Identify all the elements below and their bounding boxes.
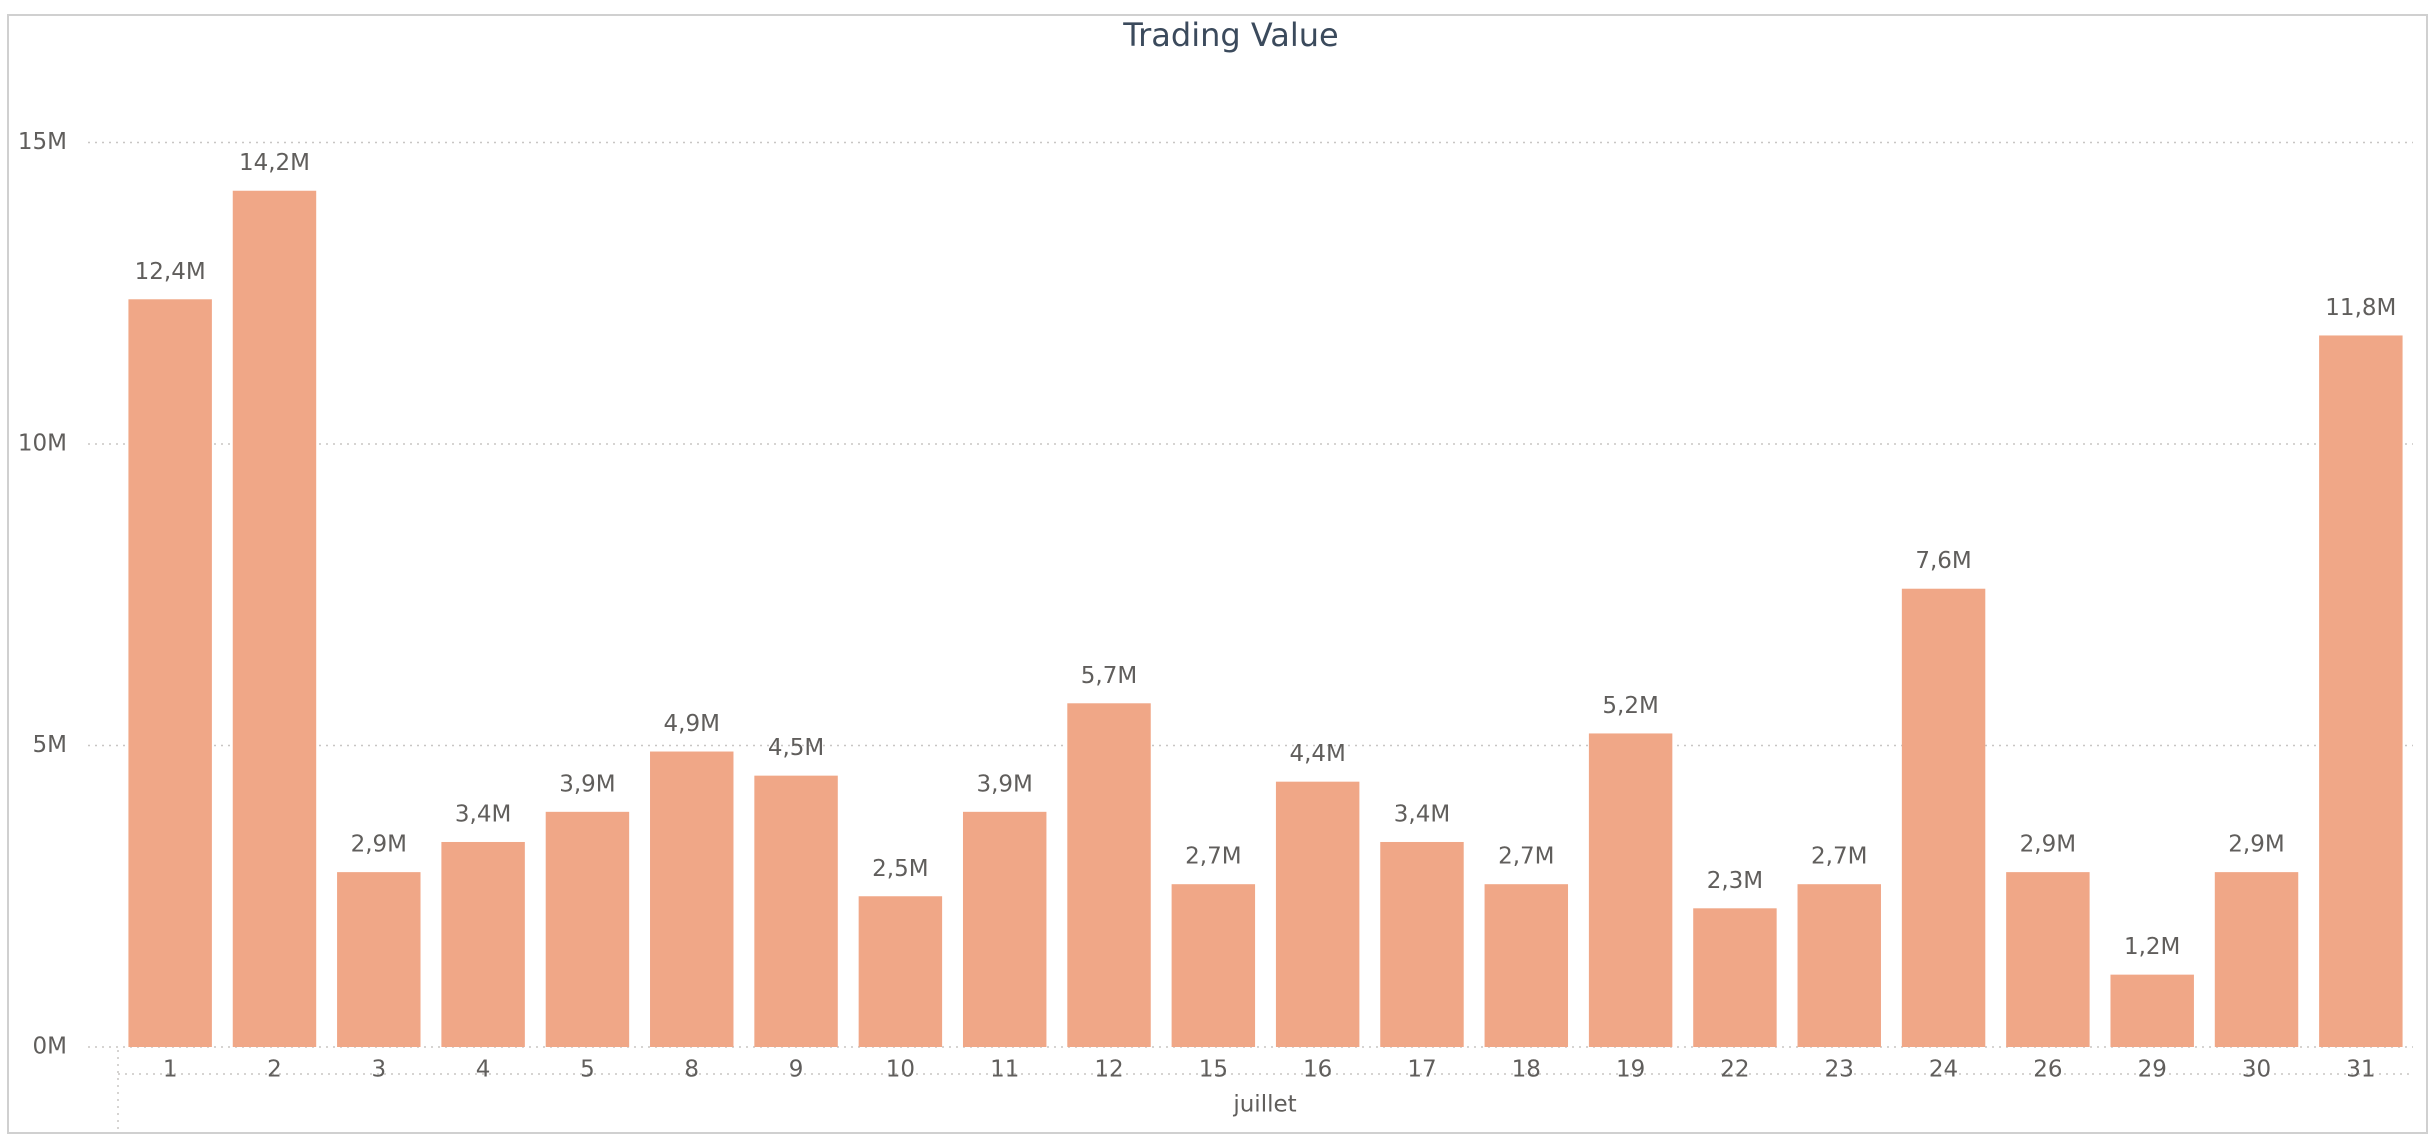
y-tick-label: 10M [18,431,67,457]
x-tick-label: 19 [1616,1057,1645,1083]
data-label: 5,2M [1602,693,1658,719]
x-tick-label: 22 [1720,1057,1749,1083]
x-tick-label: 2 [267,1057,282,1083]
x-tick-label: 1 [163,1057,178,1083]
data-label: 2,3M [1707,868,1763,894]
data-label: 2,9M [2020,832,2076,858]
bar [1275,781,1360,1047]
data-label: 4,5M [768,735,824,761]
data-label: 11,8M [2325,295,2396,321]
bar [441,841,525,1047]
x-tick-label: 3 [371,1057,386,1083]
data-label: 2,5M [872,856,928,882]
bar [337,872,421,1047]
bar [2214,872,2299,1047]
x-tick-label: 4 [476,1057,491,1083]
data-label: 12,4M [135,259,206,285]
data-label: 2,7M [1185,844,1241,870]
data-label: 4,4M [1289,741,1345,767]
bar [1901,588,1986,1047]
data-label: 2,7M [1811,844,1867,870]
bar [1484,884,1569,1047]
x-tick-label: 10 [886,1057,915,1083]
data-label: 2,7M [1498,844,1554,870]
data-label: 2,9M [2228,832,2284,858]
bar [2319,335,2403,1048]
x-tick-label: 5 [580,1057,595,1083]
y-tick-label: 5M [33,732,67,758]
x-tick-label: 16 [1303,1057,1332,1083]
bar [1171,884,1256,1047]
x-tick-label: 26 [2033,1057,2062,1083]
x-tick-label: 29 [2138,1057,2167,1083]
bar [2006,872,2090,1047]
x-tick-label: 18 [1512,1057,1541,1083]
y-tick-label: 0M [33,1034,67,1060]
x-axis-label: juillet [1232,1092,1296,1118]
x-tick-label: 15 [1199,1057,1228,1083]
bar [962,811,1047,1047]
bar [1588,733,1673,1047]
x-tick-label: 8 [684,1057,699,1083]
x-tick-label: 31 [2346,1057,2375,1083]
bar [545,811,630,1047]
data-label: 4,9M [664,711,720,737]
data-label: 1,2M [2124,934,2180,960]
data-label: 3,4M [1394,801,1450,827]
data-label: 7,6M [1915,548,1971,574]
data-label: 14,2M [239,150,310,176]
data-label: 2,9M [351,832,407,858]
bar [232,190,317,1048]
bar [128,299,212,1047]
data-label: 3,9M [559,771,615,797]
bar [1693,908,1777,1047]
data-label: 3,9M [976,771,1032,797]
x-tick-label: 12 [1094,1057,1123,1083]
data-label: 5,7M [1081,663,1137,689]
x-tick-label: 9 [789,1057,804,1083]
y-tick-label: 15M [18,129,67,155]
chart-title: Trading Value [1122,16,1338,54]
bar [650,751,734,1047]
x-tick-label: 24 [1929,1057,1958,1083]
frame [7,14,2428,1134]
bar [1067,703,1151,1047]
bar [754,775,838,1047]
data-label: 3,4M [455,801,511,827]
bar [2110,974,2194,1047]
bar [858,896,943,1047]
x-tick-label: 30 [2242,1057,2271,1083]
x-tick-label: 23 [1825,1057,1854,1083]
x-tick-label: 17 [1407,1057,1436,1083]
bar [1797,884,1881,1047]
bar [1380,841,1464,1047]
x-tick-label: 11 [990,1057,1019,1083]
